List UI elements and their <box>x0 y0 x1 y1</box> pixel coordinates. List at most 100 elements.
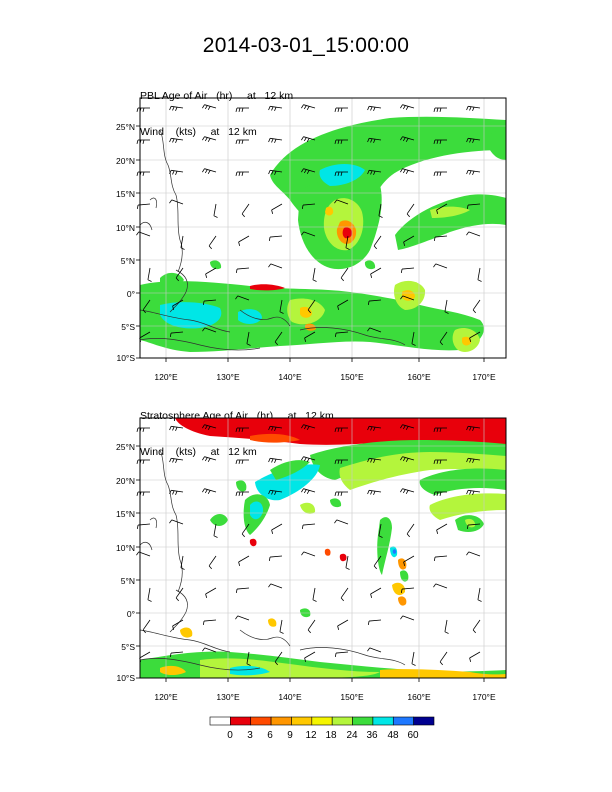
wind-barb <box>301 231 316 237</box>
colorbar-box <box>372 716 394 726</box>
wind-barb <box>301 488 316 494</box>
wind-barb <box>202 647 217 653</box>
wind-barb <box>433 555 448 562</box>
wind-barb <box>400 267 415 274</box>
wind-barb <box>180 235 185 250</box>
wind-barb <box>241 523 250 538</box>
wind-barb <box>367 327 382 333</box>
wind-barb <box>334 651 349 658</box>
lat-label: 5°N <box>121 576 135 586</box>
wind-barb <box>477 267 482 282</box>
colorbar-box <box>331 716 353 726</box>
wind-barb <box>400 136 415 142</box>
wind-barb <box>169 105 184 112</box>
wind-barb <box>334 519 349 525</box>
lon-label: 160°E <box>407 692 431 702</box>
wind-barb <box>466 457 481 464</box>
wind-barb <box>334 199 349 205</box>
lon-label: 130°E <box>216 692 240 702</box>
wind-barb <box>334 427 348 432</box>
wind-barb <box>136 203 151 210</box>
lon-label: 120°E <box>154 372 178 382</box>
lat-label: 0° <box>127 289 135 299</box>
wind-barb <box>169 457 184 464</box>
wind-barb <box>172 299 184 310</box>
lat-label: 25°N <box>116 442 135 452</box>
lat-label: 20°N <box>116 476 135 486</box>
wind-barb <box>337 619 349 630</box>
lat-label: 10°N <box>116 223 135 233</box>
wind-barb <box>373 555 382 570</box>
colorbar-box <box>311 716 333 726</box>
wind-barb <box>235 171 249 176</box>
wind-barb <box>433 263 448 269</box>
wind-barb <box>246 331 251 346</box>
panel-1-wind-label: Wind (kts) at 12 km <box>140 126 257 138</box>
wind-barb <box>202 424 217 430</box>
wind-barb <box>175 587 184 602</box>
lon-label: 150°E <box>340 372 364 382</box>
wind-barb <box>367 457 382 464</box>
wind-barb <box>345 235 350 250</box>
wind-barb <box>202 619 217 626</box>
panel-2-lon-labels: 120°E 130°E 140°E 150°E 160°E 170°E <box>154 692 496 702</box>
lat-label: 0° <box>127 609 135 619</box>
wind-barb <box>477 587 482 602</box>
wind-barb <box>378 203 383 218</box>
lon-label: 120°E <box>154 692 178 702</box>
wind-barb <box>400 295 415 301</box>
wind-barb <box>433 583 448 589</box>
panel-1-lat-labels: 25°N 20°N 15°N 10°N 5°N 0° 5°S 10°S <box>116 122 135 363</box>
wind-barb <box>268 137 283 144</box>
colorbar-label: 48 <box>387 730 399 741</box>
wind-barb <box>136 427 150 432</box>
wind-barb <box>367 647 382 653</box>
panel-1-coastlines <box>140 129 406 351</box>
panel-1-map: 25°N 20°N 15°N 10°N 5°N 0° 5°S 10°S 120°… <box>116 97 507 382</box>
panel-1-shading <box>140 116 506 352</box>
wind-barb <box>136 171 150 176</box>
wind-barb <box>312 587 317 602</box>
wind-barb <box>340 267 349 282</box>
wind-barb <box>169 425 184 432</box>
wind-barb <box>400 488 415 494</box>
wind-barb <box>411 651 416 666</box>
wind-barb <box>169 199 184 205</box>
wind-barb <box>334 171 348 176</box>
wind-barb <box>279 299 284 314</box>
wind-barb <box>400 456 415 462</box>
wind-barb <box>202 488 217 494</box>
colorbar-label: 36 <box>366 730 378 741</box>
wind-barb <box>439 331 448 346</box>
wind-barb <box>307 299 316 314</box>
colorbar-box <box>209 716 231 726</box>
wind-barb <box>370 267 382 278</box>
wind-barb <box>472 619 481 634</box>
wind-barb <box>367 619 382 626</box>
colorbar-box <box>392 716 414 726</box>
wind-barb <box>172 619 184 630</box>
wind-barb <box>469 651 481 662</box>
colorbar-box <box>291 716 313 726</box>
wind-barb <box>169 489 184 496</box>
wind-barb <box>142 619 151 634</box>
lat-label: 15°N <box>116 189 135 199</box>
panel-2-coastlines <box>140 449 406 671</box>
wind-barb <box>202 136 217 142</box>
wind-barb <box>202 104 217 110</box>
lon-label: 140°E <box>278 372 302 382</box>
wind-barb <box>301 551 316 557</box>
wind-barb <box>238 555 250 566</box>
wind-barb <box>142 299 151 314</box>
wind-barb <box>169 331 184 338</box>
wind-barb <box>169 137 184 144</box>
panel-1-frame <box>139 97 507 359</box>
wind-barb <box>334 459 348 464</box>
wind-barb <box>169 169 184 176</box>
wind-barb <box>367 489 382 496</box>
wind-barb <box>268 425 283 432</box>
wind-barb <box>180 555 185 570</box>
wind-barb <box>268 457 283 464</box>
wind-barb <box>208 235 217 250</box>
wind-barb <box>367 425 382 432</box>
